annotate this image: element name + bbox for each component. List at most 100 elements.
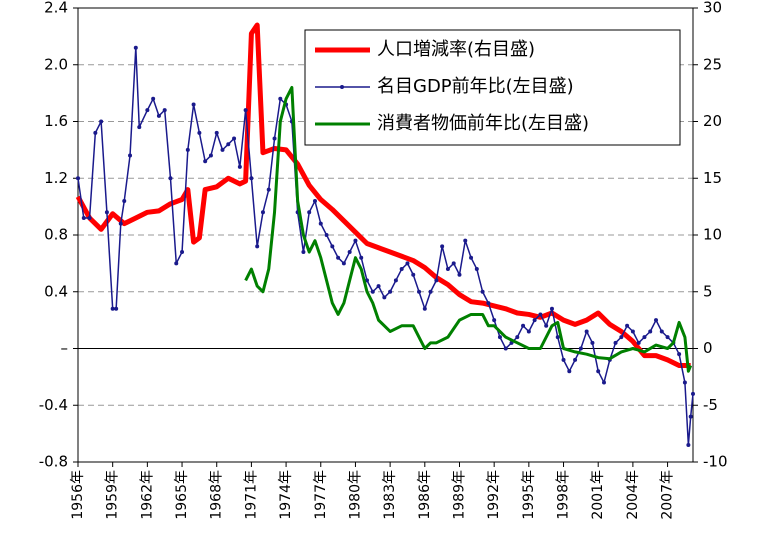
point — [376, 284, 381, 289]
point — [630, 329, 635, 334]
x-tick-label: 1959年 — [105, 470, 121, 520]
y-tick-label: 2.0 — [44, 55, 68, 73]
legend-label: 人口増減率(右目盛) — [377, 39, 535, 60]
point — [555, 335, 560, 340]
point — [255, 244, 260, 249]
point — [457, 272, 462, 277]
point — [642, 335, 647, 340]
point — [330, 244, 335, 249]
point — [87, 215, 92, 220]
point — [180, 250, 185, 255]
point — [156, 113, 161, 118]
x-tick-label: 2004年 — [625, 470, 641, 520]
point — [428, 289, 433, 294]
point — [469, 255, 474, 260]
point — [549, 306, 554, 311]
point — [347, 250, 352, 255]
y-tick-label: 1.2 — [44, 169, 68, 187]
point — [532, 318, 537, 323]
point — [197, 130, 202, 135]
point — [208, 153, 213, 158]
point — [243, 108, 248, 113]
point — [185, 147, 190, 152]
point — [232, 136, 237, 141]
point — [128, 153, 133, 158]
point — [578, 346, 583, 351]
point — [486, 301, 491, 306]
x-tick-label: 1998年 — [556, 470, 572, 520]
x-tick-label: 1956年 — [70, 470, 86, 520]
point — [601, 380, 606, 385]
y2-tick-label: 20 — [703, 112, 722, 130]
y2-tick-label: 10 — [703, 226, 722, 244]
point — [567, 369, 572, 374]
point — [151, 96, 156, 101]
point — [359, 255, 364, 260]
point — [226, 142, 231, 147]
point — [538, 312, 543, 317]
y2-tick-label: 5 — [703, 282, 713, 300]
point — [619, 335, 624, 340]
point — [266, 187, 271, 192]
point — [370, 289, 375, 294]
point — [99, 119, 104, 124]
x-tick-label: 2007年 — [660, 470, 676, 520]
point — [388, 289, 393, 294]
x-tick-label: 1980年 — [347, 470, 363, 520]
x-tick-label: 1995年 — [521, 470, 537, 520]
point — [480, 289, 485, 294]
y2-tick-label: 0 — [703, 339, 713, 357]
point — [613, 340, 618, 345]
point — [636, 340, 641, 345]
point — [114, 306, 119, 311]
point — [544, 323, 549, 328]
x-tick-label: 1974年 — [278, 470, 294, 520]
point — [451, 261, 456, 266]
point — [463, 238, 468, 243]
point — [260, 210, 265, 215]
legend-marker — [340, 85, 344, 89]
point — [411, 272, 416, 277]
x-tick-label: 1965年 — [174, 470, 190, 520]
point — [526, 329, 531, 334]
x-tick-label: 1986年 — [417, 470, 433, 520]
point — [521, 323, 526, 328]
point — [137, 125, 142, 130]
y-tick-label: -0.8 — [39, 453, 68, 471]
point — [399, 267, 404, 272]
point — [336, 255, 341, 260]
y-tick-label: – — [61, 339, 69, 357]
point — [492, 318, 497, 323]
y-tick-label: -0.4 — [39, 396, 68, 414]
point — [688, 414, 693, 419]
point — [474, 267, 479, 272]
point — [654, 318, 659, 323]
y2-tick-label: -5 — [703, 396, 718, 414]
point — [145, 108, 150, 113]
point — [76, 176, 80, 181]
point — [162, 108, 167, 113]
point — [301, 250, 306, 255]
point — [307, 210, 312, 215]
point — [191, 102, 196, 107]
plot-frame — [77, 7, 694, 463]
point — [93, 130, 98, 135]
point — [122, 198, 127, 203]
point — [682, 380, 687, 385]
point — [168, 176, 173, 181]
point — [648, 329, 653, 334]
point — [405, 261, 410, 266]
point — [584, 329, 589, 334]
point — [249, 176, 254, 181]
point — [573, 357, 578, 362]
point — [365, 278, 370, 283]
point — [341, 261, 346, 266]
point — [596, 369, 601, 374]
point — [515, 335, 520, 340]
point — [312, 198, 317, 203]
point — [174, 261, 179, 266]
point — [440, 244, 445, 249]
y2-tick-label: 15 — [703, 169, 722, 187]
y2-tick-label: 30 — [703, 0, 722, 17]
